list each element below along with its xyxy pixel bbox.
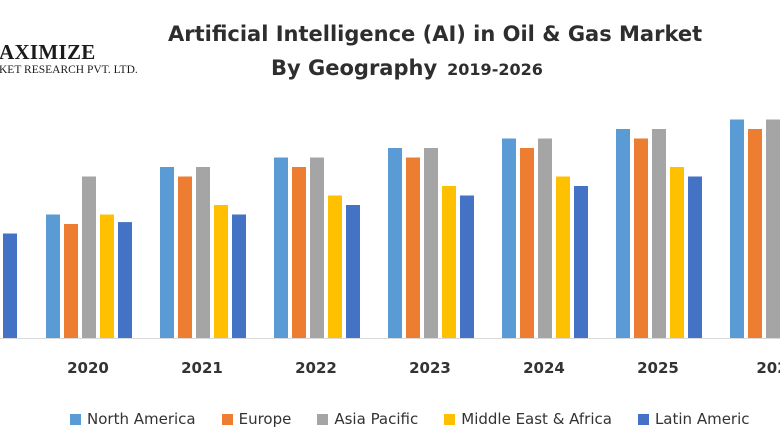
legend-item: North America — [70, 410, 196, 428]
legend-item: Asia Pacific — [317, 410, 418, 428]
logo-name: AXIMIZE — [0, 40, 96, 64]
bar-partial-latin-america — [3, 233, 17, 338]
bar-latin-america-2023 — [460, 195, 474, 338]
x-tick-label-2022: 2022 — [295, 359, 337, 377]
chart-period: 2019-2026 — [447, 60, 543, 79]
bar-asia-pacific-2020 — [82, 176, 96, 338]
legend-label: Asia Pacific — [334, 410, 419, 428]
bar-europe-2020 — [64, 224, 78, 338]
legend-swatch — [70, 413, 81, 425]
legend-item: Latin Americ — [637, 410, 750, 428]
x-tick-label-2023: 2023 — [409, 359, 451, 377]
legend-swatch — [317, 413, 329, 425]
company-logo: AXIMIZE KET RESEARCH PVT. LTD. — [0, 40, 140, 80]
bar-europe-2021 — [178, 176, 192, 338]
bar-chart: 2020 2021 2022 2023 2024 2025 202 — [0, 119, 780, 377]
chart-subtitle: By Geography 2019-2026 — [271, 56, 543, 80]
bar-europe-2022 — [292, 167, 306, 338]
legend-label: North America — [87, 410, 196, 428]
bar-north-america-2022 — [274, 157, 288, 338]
bar-asia-pacific-2021 — [196, 167, 210, 338]
bar-latin-america-2022 — [346, 205, 360, 338]
bar-middle-east-africa-2020 — [100, 214, 114, 338]
bar-north-america-2025 — [616, 129, 630, 338]
x-tick-label-202: 202 — [756, 359, 780, 377]
legend-label: Europe — [238, 410, 292, 428]
x-tick-label-2021: 2021 — [181, 359, 223, 377]
chart-legend: North America Europe Asia Pacific Middle Ea… — [70, 406, 776, 432]
bar-north-america-2020 — [46, 214, 60, 338]
chart-title: Artificial Intelligence (AI) in Oil & Ga… — [168, 22, 703, 46]
bar-europe-2025 — [634, 138, 648, 338]
bar-middle-east-africa-2025 — [670, 167, 684, 338]
legend-item: Europe — [221, 410, 292, 428]
legend-swatch — [444, 413, 456, 425]
legend-label: Middle East & Africa — [461, 410, 612, 428]
bar-europe-2023 — [406, 157, 420, 338]
bar-north-america-2021 — [160, 167, 174, 338]
bar-middle-east-africa-2021 — [214, 205, 228, 338]
logo-tagline: KET RESEARCH PVT. LTD. — [0, 64, 138, 76]
chart-subtitle-text: By Geography — [271, 56, 438, 80]
bar-europe-202 — [748, 129, 762, 338]
bar-latin-america-2025 — [688, 176, 702, 338]
x-tick-label-2025: 2025 — [637, 359, 679, 377]
bar-asia-pacific-2024 — [538, 138, 552, 338]
bar-middle-east-africa-2023 — [442, 186, 456, 338]
bar-north-america-2024 — [502, 138, 516, 338]
legend-label: Latin Americ — [654, 410, 750, 428]
bar-middle-east-africa-2022 — [328, 195, 342, 338]
bar-asia-pacific-2025 — [652, 129, 666, 338]
bar-middle-east-africa-2024 — [556, 176, 570, 338]
x-tick-label-2020: 2020 — [67, 359, 109, 377]
bar-asia-pacific-2023 — [424, 148, 438, 338]
legend-item: Middle East & Africa — [444, 410, 612, 428]
bar-asia-pacific-202 — [766, 119, 780, 338]
legend-swatch — [221, 413, 233, 425]
bar-europe-2024 — [520, 148, 534, 338]
bar-asia-pacific-2022 — [310, 157, 324, 338]
bar-north-america-202 — [730, 119, 744, 338]
bar-latin-america-2020 — [118, 222, 132, 338]
bar-latin-america-2024 — [574, 186, 588, 338]
bar-latin-america-2021 — [232, 214, 246, 338]
bar-north-america-2023 — [388, 148, 402, 338]
legend-swatch — [637, 413, 649, 425]
x-tick-label-2024: 2024 — [523, 359, 565, 377]
